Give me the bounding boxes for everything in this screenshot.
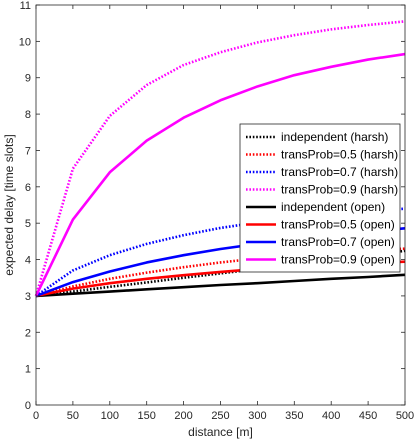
x-axis-label: distance [m] bbox=[188, 425, 253, 439]
legend-label-1: transProb=0.5 (harsh) bbox=[281, 148, 398, 162]
legend-label-3: transProb=0.9 (harsh) bbox=[281, 183, 398, 197]
legend-label-5: transProb=0.5 (open) bbox=[281, 218, 395, 232]
y-tick-label: 10 bbox=[19, 36, 31, 48]
series-line-4 bbox=[35, 273, 406, 298]
x-tick-label: 200 bbox=[174, 410, 192, 422]
y-tick-label: 11 bbox=[20, 0, 31, 12]
series-line-7 bbox=[34, 52, 406, 297]
y-tick-label: 2 bbox=[25, 327, 31, 339]
legend-label-2: transProb=0.7 (harsh) bbox=[281, 165, 398, 179]
series-line-2 bbox=[35, 207, 406, 297]
y-tick-label: 8 bbox=[25, 109, 31, 121]
x-tick-label: 50 bbox=[67, 410, 79, 422]
y-tick-label: 9 bbox=[25, 73, 31, 85]
y-tick-label: 3 bbox=[25, 291, 31, 303]
legend: independent (harsh) transProb=0.5 (harsh)… bbox=[239, 123, 401, 273]
x-tick-label: 400 bbox=[322, 410, 340, 422]
x-tick-label: 350 bbox=[285, 410, 303, 422]
x-tick-label: 250 bbox=[211, 410, 229, 422]
x-tick-label: 100 bbox=[101, 410, 119, 422]
y-axis-label: expected delay [time slots] bbox=[2, 134, 16, 275]
y-tick-label: 1 bbox=[25, 364, 31, 376]
legend-label-0: independent (harsh) bbox=[281, 130, 388, 144]
x-tick-label: 150 bbox=[138, 410, 156, 422]
series-line-1 bbox=[35, 247, 406, 298]
x-tick-label: 0 bbox=[33, 410, 39, 422]
y-tick-label: 4 bbox=[25, 255, 31, 267]
y-tick-label: 5 bbox=[25, 218, 31, 230]
x-tick-label: 500 bbox=[396, 410, 414, 422]
legend-label-7: transProb=0.9 (open) bbox=[281, 253, 395, 267]
x-tick-label: 300 bbox=[248, 410, 266, 422]
y-tick-label: 6 bbox=[25, 182, 31, 194]
legend-label-6: transProb=0.7 (open) bbox=[281, 235, 395, 249]
y-tick-label: 7 bbox=[25, 145, 31, 157]
y-tick-label: 0 bbox=[25, 400, 31, 412]
legend-label-4: independent (open) bbox=[281, 200, 385, 214]
legend-box bbox=[239, 123, 401, 273]
axis-ticks: 0 50 100 150 200 250 300 350 400 450 500 0 1 2 3 4 5 6 7 8 9… bbox=[19, 0, 414, 422]
x-tick-label: 450 bbox=[359, 410, 377, 422]
